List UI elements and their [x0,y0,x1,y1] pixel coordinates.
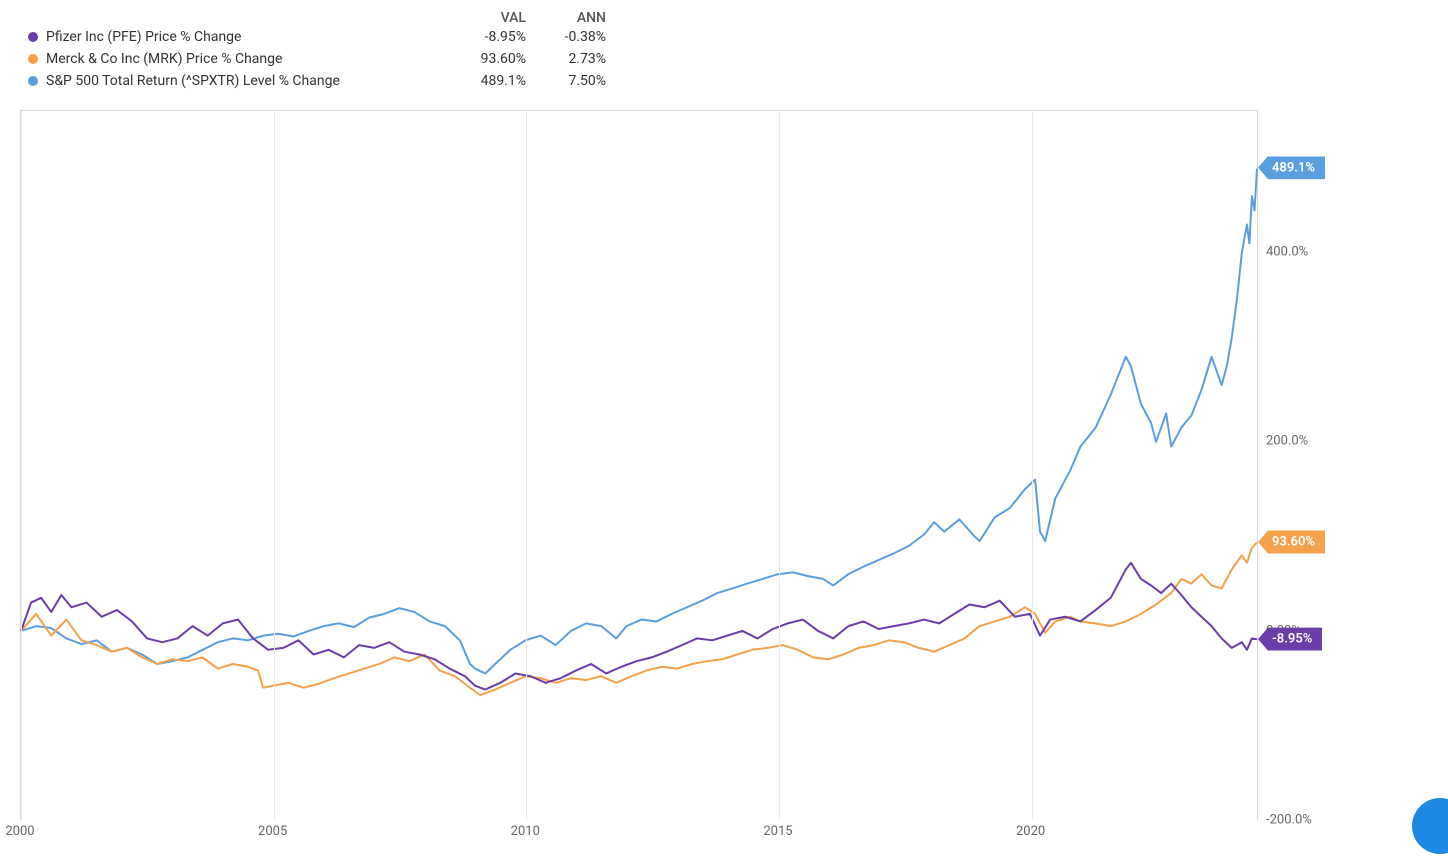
chart-plot-area[interactable] [20,110,1258,820]
y-axis-tick-label: 200.0% [1266,434,1308,449]
legend-dot-pfe [28,32,38,42]
legend-row[interactable]: S&P 500 Total Return (^SPXTR) Level % Ch… [28,70,606,92]
grid-vertical [21,111,22,820]
legend-header-ann: ANN [526,10,606,26]
end-flag-spx: 489.1% [1258,156,1325,179]
chart-lines-svg [21,111,1257,820]
y-axis-tick-label: -200.0% [1266,813,1312,828]
series-line-pfe [21,563,1257,690]
legend-val: 489.1% [446,73,526,89]
x-axis-tick-label: 2010 [511,824,540,839]
chat-bubble-icon[interactable] [1412,798,1448,854]
series-line-spx [21,169,1257,674]
legend-val: 93.60% [446,51,526,67]
legend-ann: -0.38% [526,29,606,45]
legend-name: S&P 500 Total Return (^SPXTR) Level % Ch… [46,73,446,89]
legend-dot-mrk [28,54,38,64]
grid-vertical [526,111,527,820]
end-flag-pfe: -8.95% [1258,628,1322,651]
x-axis-tick-label: 2020 [1016,824,1045,839]
y-axis-tick-label: 400.0% [1266,245,1308,260]
legend-header-val: VAL [446,10,526,26]
legend-row[interactable]: Pfizer Inc (PFE) Price % Change -8.95% -… [28,26,606,48]
x-axis-tick-label: 2000 [5,824,34,839]
legend-name: Merck & Co Inc (MRK) Price % Change [46,51,446,67]
grid-vertical [779,111,780,820]
legend-ann: 2.73% [526,51,606,67]
legend-row[interactable]: Merck & Co Inc (MRK) Price % Change 93.6… [28,48,606,70]
legend-name: Pfizer Inc (PFE) Price % Change [46,29,446,45]
legend-ann: 7.50% [526,73,606,89]
x-axis-tick-label: 2005 [258,824,287,839]
x-axis-tick-label: 2015 [763,824,792,839]
legend-dot-spx [28,76,38,86]
end-flag-mrk: 93.60% [1258,531,1325,554]
grid-vertical [1032,111,1033,820]
legend-val: -8.95% [446,29,526,45]
grid-vertical [274,111,275,820]
legend-header: VAL ANN [28,10,606,26]
legend-table: VAL ANN Pfizer Inc (PFE) Price % Change … [28,10,606,92]
